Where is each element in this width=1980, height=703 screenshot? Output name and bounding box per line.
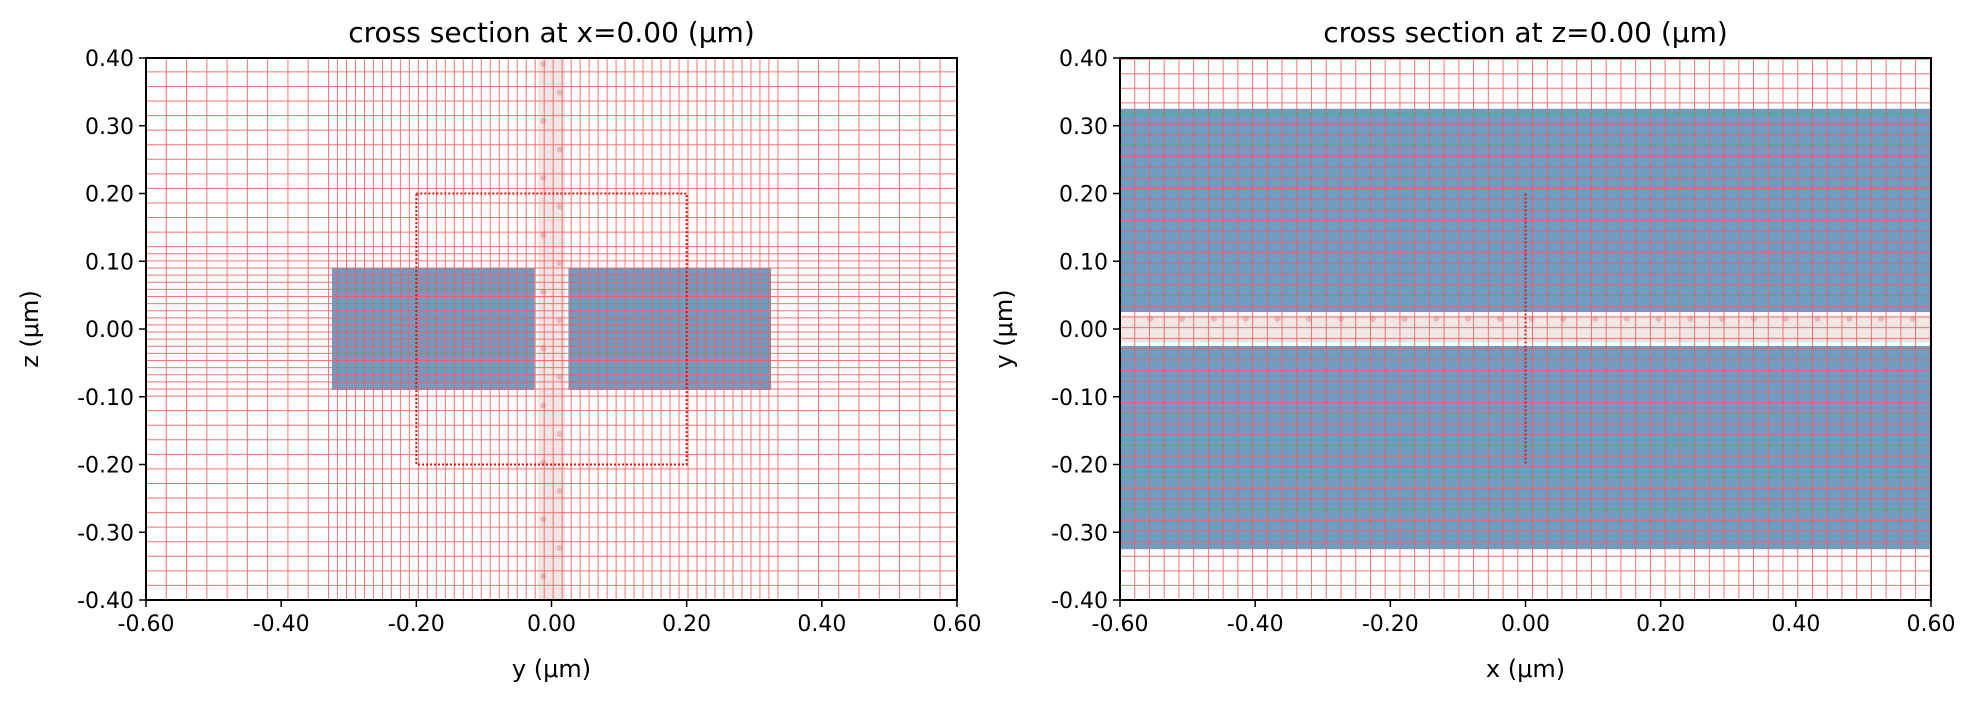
x-tick-label: 0.60 xyxy=(933,612,982,637)
y-tick-label: 0.10 xyxy=(85,250,134,275)
x-tick-label: -0.60 xyxy=(1092,612,1149,637)
x-tick-label: 0.20 xyxy=(662,612,711,637)
source-dot xyxy=(556,203,563,210)
y-tick-label: -0.10 xyxy=(1051,386,1108,411)
y-tick-label: 0.20 xyxy=(1059,183,1108,208)
source-dot xyxy=(556,544,563,551)
x-tick-label: -0.20 xyxy=(1362,612,1419,637)
y-axis: -0.40 -0.30 -0.20 -0.10 0.00 0.10 0.20 0.30 0.40 xyxy=(77,47,146,614)
y-axis-label: z (μm) xyxy=(16,290,44,368)
source-dot xyxy=(540,459,547,466)
y-tick-label: 0.40 xyxy=(85,47,134,72)
y-tick-label: 0.10 xyxy=(1059,250,1108,275)
source-dot xyxy=(540,174,547,181)
x-axis: -0.60 -0.40 -0.20 0.00 0.20 0.40 0.60 xyxy=(1092,600,1956,637)
source-dot xyxy=(556,431,563,438)
x-tick-label: -0.40 xyxy=(253,612,310,637)
source-dot xyxy=(540,61,547,68)
y-tick-label: -0.20 xyxy=(77,454,134,479)
x-tick-label: -0.40 xyxy=(1227,612,1284,637)
x-tick-label: 0.00 xyxy=(527,612,576,637)
y-tick-label: -0.40 xyxy=(1051,589,1108,614)
y-tick-label: -0.30 xyxy=(77,521,134,546)
y-tick-label: 0.20 xyxy=(85,183,134,208)
x-tick-label: 0.60 xyxy=(1907,612,1956,637)
source-dot xyxy=(540,516,547,523)
plot-area xyxy=(1120,58,1931,600)
chart-title: cross section at x=0.00 (μm) xyxy=(348,16,755,49)
source-dot xyxy=(540,231,547,238)
y-tick-label: 0.00 xyxy=(85,318,134,343)
source-dot xyxy=(540,288,547,295)
source-dot xyxy=(556,146,563,153)
source-dot xyxy=(556,374,563,381)
source-dot xyxy=(540,118,547,125)
structure-left-waveguide xyxy=(331,268,535,390)
source-dot xyxy=(556,487,563,494)
panel-yz-cross-section: -0.60 -0.40 -0.20 0.00 0.20 0.40 0.60-0.40-0.3… xyxy=(16,16,981,683)
source-dot xyxy=(540,573,547,580)
x-tick-label: 0.20 xyxy=(1636,612,1685,637)
y-tick-label: -0.40 xyxy=(77,589,134,614)
mesh-grid xyxy=(146,58,957,600)
x-axis: -0.60 -0.40 -0.20 0.00 0.20 0.40 0.60 xyxy=(118,600,982,637)
y-axis-label: y (μm) xyxy=(990,289,1018,368)
y-axis: -0.40 -0.30 -0.20 -0.10 0.00 0.10 0.20 0.30 0.40 xyxy=(1051,47,1120,614)
chart-title: cross section at z=0.00 (μm) xyxy=(1323,16,1728,49)
y-tick-label: 0.40 xyxy=(1059,47,1108,72)
x-axis-label: x (μm) xyxy=(1486,655,1565,683)
mesh-grid xyxy=(1120,58,1931,600)
source-dot xyxy=(540,402,547,409)
panel-xy-cross-section: -0.60 -0.40 -0.20 0.00 0.20 0.40 0.60-0.40-0.3… xyxy=(990,16,1955,683)
plot-area xyxy=(146,58,957,600)
y-tick-label: 0.00 xyxy=(1059,318,1108,343)
y-tick-label: 0.30 xyxy=(1059,115,1108,140)
x-tick-label: 0.40 xyxy=(797,612,846,637)
source-dot xyxy=(556,89,563,96)
source-dot xyxy=(540,345,547,352)
y-tick-label: -0.10 xyxy=(77,386,134,411)
y-tick-label: -0.20 xyxy=(1051,454,1108,479)
y-tick-label: -0.30 xyxy=(1051,521,1108,546)
x-tick-label: 0.00 xyxy=(1501,612,1550,637)
x-axis-label: y (μm) xyxy=(512,655,591,683)
structure-lower-waveguide xyxy=(1120,345,1931,550)
monitor-box xyxy=(415,192,688,466)
source-dot xyxy=(556,317,563,324)
x-tick-label: -0.20 xyxy=(388,612,445,637)
y-tick-label: 0.30 xyxy=(85,115,134,140)
source-dot xyxy=(556,260,563,267)
x-tick-label: 0.40 xyxy=(1771,612,1820,637)
x-tick-label: -0.60 xyxy=(118,612,175,637)
